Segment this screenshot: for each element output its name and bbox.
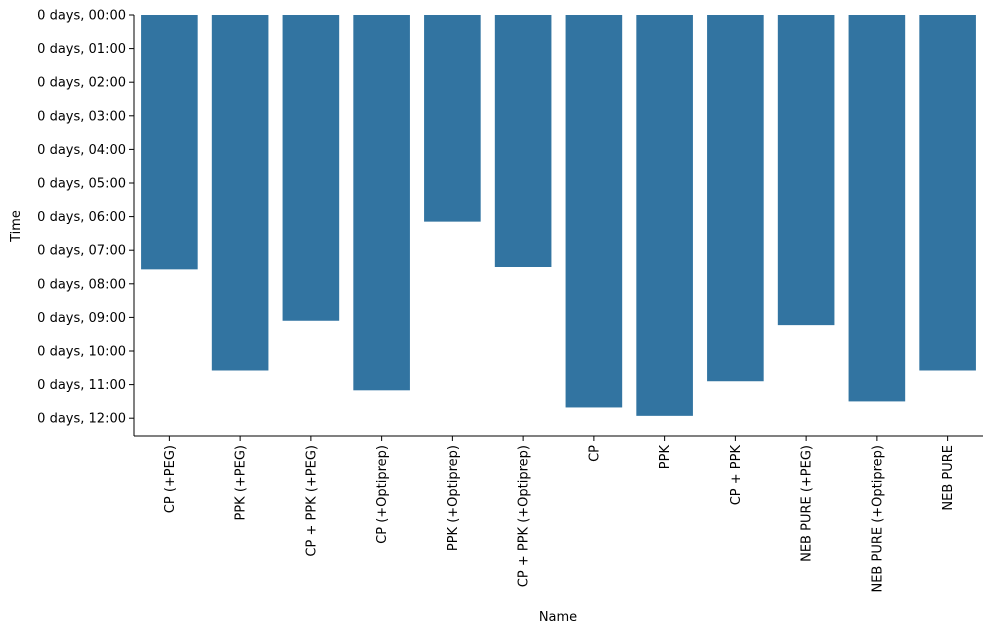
y-tick-label: 0 days, 00:00 xyxy=(37,9,126,24)
bar-6 xyxy=(565,15,623,408)
bar-5 xyxy=(494,15,552,267)
bar-0 xyxy=(141,15,198,270)
x-axis: CP (+PEG) PPK (+PEG) CP + PPK (+PEG) CP (+O… xyxy=(134,435,983,593)
bar-2 xyxy=(282,15,340,321)
y-tick-label: 0 days, 01:00 xyxy=(37,42,126,57)
bar-8 xyxy=(707,15,764,382)
y-tick-label: 0 days, 06:00 xyxy=(37,210,126,225)
y-tick-label: 0 days, 05:00 xyxy=(37,177,126,192)
y-tick-label: 0 days, 08:00 xyxy=(37,277,126,292)
bar-7 xyxy=(636,15,693,416)
x-tick-label: CP xyxy=(587,445,602,462)
x-tick-label: PPK (+PEG) xyxy=(234,445,249,521)
x-tick-label: PPK xyxy=(658,445,673,470)
bar-4 xyxy=(424,15,481,222)
x-tick-label: NEB PURE (+PEG) xyxy=(800,445,815,562)
y-axis: 0 days, 00:00 0 days, 01:00 0 days, 02:00 0… xyxy=(37,9,135,436)
y-tick-label: 0 days, 04:00 xyxy=(37,143,126,158)
x-tick-label: PPK (+Optiprep) xyxy=(446,445,461,551)
bar-1 xyxy=(211,15,269,371)
bar-11 xyxy=(919,15,976,371)
bars-group xyxy=(141,15,976,416)
y-tick-label: 0 days, 03:00 xyxy=(37,109,126,124)
x-axis-label: Name xyxy=(539,610,577,625)
x-tick-label: CP (+PEG) xyxy=(163,445,178,513)
y-tick-label: 0 days, 02:00 xyxy=(37,76,126,91)
x-tick-label: NEB PURE (+Optiprep) xyxy=(870,445,885,593)
y-tick-label: 0 days, 12:00 xyxy=(37,412,126,427)
x-tick-label: CP + PPK (+Optiprep) xyxy=(517,445,532,587)
x-tick-label: NEB PURE xyxy=(941,445,956,511)
bar-9 xyxy=(777,15,835,326)
x-tick-label: CP (+Optiprep) xyxy=(375,445,390,544)
bar-10 xyxy=(848,15,906,402)
x-tick-label: CP + PPK (+PEG) xyxy=(304,445,319,557)
y-axis-label: Time xyxy=(9,210,24,243)
y-tick-label: 0 days, 11:00 xyxy=(37,378,126,393)
y-tick-label: 0 days, 10:00 xyxy=(37,345,126,360)
x-tick-label: CP + PPK xyxy=(729,445,744,506)
y-tick-label: 0 days, 09:00 xyxy=(37,311,126,326)
bar-3 xyxy=(353,15,410,391)
y-tick-label: 0 days, 07:00 xyxy=(37,244,126,259)
